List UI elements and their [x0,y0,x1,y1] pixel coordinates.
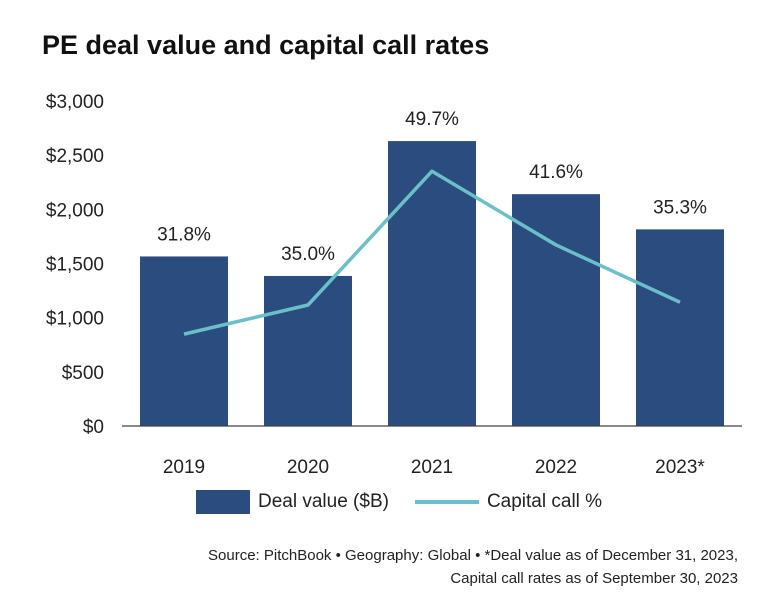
bar-deal-value [636,229,724,426]
chart-title: PE deal value and capital call rates [42,30,490,60]
source-line-2: Capital call rates as of September 30, 2… [450,570,738,587]
legend-bar-swatch [196,490,250,514]
x-tick-label: 2020 [287,457,329,478]
x-tick-label: 2022 [535,457,577,478]
source-line-1: Source: PitchBook • Geography: Global • … [208,547,738,564]
legend-line-label: Capital call % [486,491,603,512]
y-tick-label: $3,000 [46,92,104,113]
capital-call-data-label: 35.3% [653,197,707,218]
bar-deal-value [140,256,228,426]
y-axis: $0 $500 $1,000 $1,500 $2,000 $2,500 $3,000 [46,92,104,438]
capital-call-line [183,169,681,336]
data-labels: 31.8% 35.0% 49.7% 41.6% 35.3% [157,109,707,265]
capital-call-data-label: 31.8% [157,224,211,245]
y-tick-label: $0 [83,417,104,438]
bar-deal-value [512,194,600,426]
y-tick-label: $500 [62,363,104,384]
y-tick-label: $2,000 [46,200,104,221]
capital-call-data-label: 35.0% [281,244,335,265]
capital-call-data-label: 49.7% [405,109,459,130]
source-note: Source: PitchBook • Geography: Global • … [208,544,738,590]
legend-bar-label: Deal value ($B) [258,491,389,512]
y-tick-label: $2,500 [46,146,104,167]
x-tick-label: 2021 [411,457,453,478]
y-tick-label: $1,500 [46,255,104,276]
capital-call-data-label: 41.6% [529,162,583,183]
x-tick-label: 2023* [655,457,705,478]
x-axis: 2019 2020 2021 2022 2023* [163,457,706,478]
x-tick-label: 2019 [163,457,205,478]
bar-deal-value [388,141,476,427]
legend-line-swatch [414,500,479,504]
legend: Deal value ($B) Capital call % [196,490,602,514]
bar-deal-value [264,275,352,426]
y-tick-label: $1,000 [46,309,104,330]
